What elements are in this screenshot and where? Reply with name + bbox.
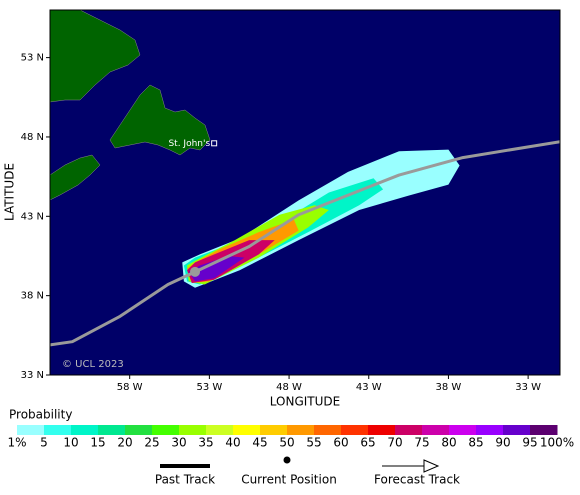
colorbar-label: 75	[414, 436, 429, 450]
colorbar-label: 20	[117, 436, 132, 450]
colorbar-swatch	[152, 425, 180, 435]
colorbar-label: 15	[90, 436, 105, 450]
forecast-track-label: Forecast Track	[374, 473, 460, 487]
colorbar-swatch	[287, 425, 315, 435]
frame	[49, 9, 561, 376]
plot	[50, 140, 560, 347]
colorbar-swatch	[476, 425, 504, 435]
x-tick-label: 33 W	[515, 382, 541, 393]
colorbar-swatch	[260, 425, 288, 435]
x-axis-label: LONGITUDE	[270, 395, 340, 409]
past-track	[50, 270, 196, 347]
colorbar-swatch	[233, 425, 261, 435]
x-tick-label: 43 W	[356, 382, 382, 393]
forecast-track	[194, 140, 560, 274]
current-position-key	[283, 456, 291, 464]
x-tick-label: 38 W	[436, 382, 462, 393]
probability-area	[188, 255, 245, 282]
colorbar-label: 5	[40, 436, 48, 450]
current-position-label: Current Position	[241, 473, 337, 487]
colorbar-swatch	[125, 425, 153, 435]
current-position	[190, 266, 201, 277]
colorbar-label: 45	[252, 436, 267, 450]
city-marker	[211, 140, 218, 147]
colorbar-label: 100%	[540, 436, 574, 450]
colorbar-swatch	[503, 425, 531, 435]
colorbar-swatch	[71, 425, 99, 435]
newfoundland	[109, 84, 211, 156]
colorbar-swatch	[179, 425, 207, 435]
colorbar-swatch	[395, 425, 423, 435]
colorbar-label: 95	[522, 436, 537, 450]
y-tick-label: 33 N	[21, 370, 44, 381]
colorbar-label: 55	[306, 436, 321, 450]
x-tick-label: 48 W	[276, 382, 302, 393]
y-tick-label: 43 N	[21, 211, 44, 222]
nova-scotia	[50, 154, 101, 201]
colorbar-swatch	[206, 425, 234, 435]
colorbar-label: 10	[63, 436, 78, 450]
land	[50, 10, 211, 201]
y-tick-label: 53 N	[21, 53, 44, 64]
colorbar-label: 30	[171, 436, 186, 450]
colorbar-label: 60	[333, 436, 348, 450]
colorbar-label: 85	[468, 436, 483, 450]
colorbar-swatch	[17, 425, 45, 435]
colorbar-label: 80	[441, 436, 456, 450]
city-label: St. John's	[168, 139, 210, 149]
colorbar-swatch	[314, 425, 342, 435]
colorbar-label: 1%	[7, 436, 26, 450]
colorbar-label: 90	[495, 436, 510, 450]
y-axis-label: LATITUDE	[3, 163, 17, 221]
x-tick-label: 53 W	[196, 382, 222, 393]
colorbar-label: 50	[279, 436, 294, 450]
past-track-label: Past Track	[155, 473, 215, 487]
colorbar-label: 40	[225, 436, 240, 450]
colorbar-swatch	[44, 425, 72, 435]
colorbar-swatch	[341, 425, 369, 435]
colorbar-swatch	[530, 425, 558, 435]
colorbar-swatch	[449, 425, 477, 435]
colorbar-label: 35	[198, 436, 213, 450]
forecast-arrow-head	[423, 459, 440, 473]
colorbar-label: 70	[387, 436, 402, 450]
colorbar-swatch	[422, 425, 450, 435]
labrador	[50, 10, 141, 103]
y-tick-label: 48 N	[21, 132, 44, 143]
copyright: © UCL 2023	[62, 359, 124, 370]
y-tick-label: 38 N	[21, 291, 44, 302]
colorbar-label: 25	[144, 436, 159, 450]
colorbar-swatch	[98, 425, 126, 435]
legend-title: Probability	[9, 408, 72, 422]
ocean	[50, 10, 560, 375]
x-tick-label: 58 W	[117, 382, 143, 393]
colorbar-swatch	[368, 425, 396, 435]
colorbar-label: 65	[360, 436, 375, 450]
